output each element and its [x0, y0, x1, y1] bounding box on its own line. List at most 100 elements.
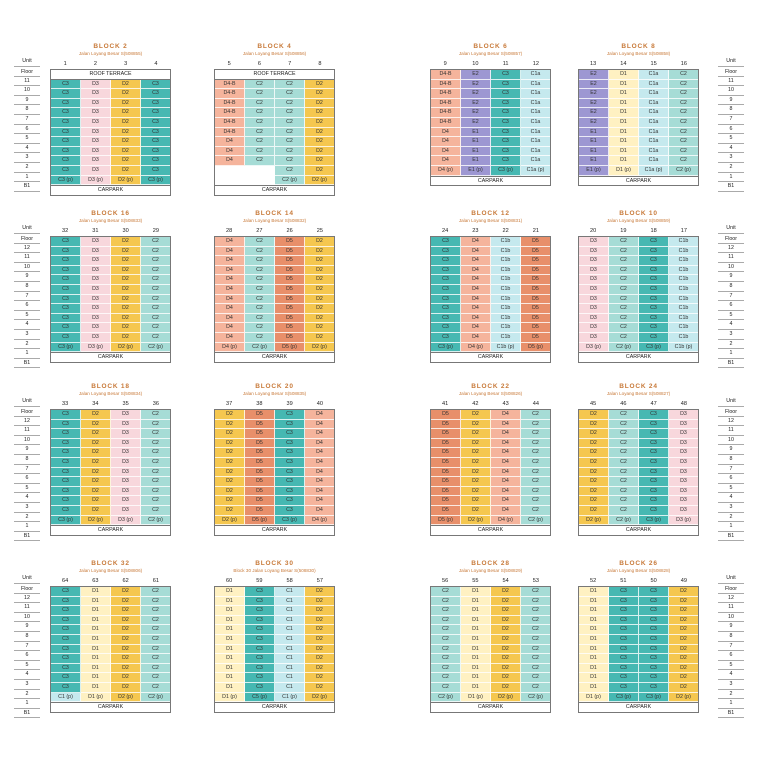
floor-row: C3 D4 C1b D5 — [431, 294, 550, 305]
unit-cell: C1b — [491, 265, 521, 276]
block-address: Block 30 Jalan Loyang Besar S(508830) — [233, 568, 316, 573]
unit-cell: D4 — [215, 304, 245, 314]
floor-row: C3 D2 D3 C2 — [51, 457, 170, 468]
unit-cell: D2 — [305, 156, 334, 166]
unit-cell: E2 — [461, 108, 491, 118]
unit-cell: D1 — [461, 673, 491, 683]
unit-cell: C3 (p) — [51, 515, 81, 526]
unit-cell: C3 — [275, 438, 305, 449]
unit-cell: D4 — [431, 146, 461, 157]
unit-number: 40 — [316, 401, 323, 407]
unit-cell: C2 — [245, 127, 275, 138]
floor-row: D2 C2 C3 D3 — [579, 410, 698, 420]
unit-cell: D5 — [521, 284, 550, 295]
unit-cell: D1 — [461, 625, 491, 635]
unit-cell: C3 — [431, 275, 461, 285]
unit-number: 55 — [472, 578, 479, 584]
unit-cell: D2 (p) — [81, 515, 111, 526]
unit-cell: D5 — [431, 457, 461, 468]
unit-cell: D2 — [305, 294, 334, 305]
unit-grid: D4-B E2 C3 C1a D4-B E2 C3 C1a D4-B E2 C3 C1a D4-B E2 C… — [430, 69, 551, 187]
floor-row: C3 D3 D2 C2 — [51, 256, 170, 266]
floor-number: 8 — [14, 105, 40, 115]
unit-cell: C2 — [669, 117, 698, 128]
unit-cell: D3 — [579, 246, 609, 257]
unit-cell: D4-B — [215, 89, 245, 99]
floor-number: 3 — [14, 330, 40, 340]
unit-cell: D5 — [245, 457, 275, 468]
unit-cell: C2 — [141, 429, 170, 439]
floor-row: D4 C2 D5 D2 — [215, 284, 334, 295]
unit-grid: E2 D1 C1a C2 E2 D1 C1a C2 E2 D1 C1a C2 E2 D1 C1a C2 E2 D1… — [578, 69, 699, 187]
unit-cell: C1b — [669, 332, 698, 343]
unit-cell: C3 — [141, 165, 170, 176]
unit-cell: D3 — [669, 448, 698, 458]
floor-row: D1 C3 C3 D2 — [579, 634, 698, 645]
floor-row: D4 C2 D5 D2 — [215, 246, 334, 257]
floor-row: E2 D1 C1a C2 — [579, 70, 698, 80]
unit-cell: D2 — [669, 654, 698, 664]
unit-cell: D4 — [491, 505, 521, 516]
unit-cell: C3 — [491, 108, 521, 118]
unit-cell: C3 — [639, 448, 669, 458]
floor-row: D3 C2 C3 C1b — [579, 246, 698, 257]
floor-column: Unit Floor 11 10 9 8 7 6 5 4 3 2 1 B1 — [718, 57, 744, 192]
unit-cell: D1 — [609, 70, 639, 80]
unit-cell: D5 — [275, 323, 305, 333]
unit-cell: D1 — [215, 644, 245, 655]
unit-cell: D5 — [521, 237, 550, 247]
floor-number: B1 — [718, 532, 744, 542]
unit-cell: C1a — [521, 146, 550, 157]
floor-column: Unit Floor 12 11 10 9 8 7 6 5 4 3 2 1 B1 — [718, 397, 744, 542]
unit-cell: D1 — [609, 137, 639, 147]
unit-cell: C3 — [639, 237, 669, 247]
unit-number: 23 — [472, 228, 479, 234]
unit-number: 2 — [93, 61, 97, 67]
unit-cell: D4-B — [431, 98, 461, 109]
floor-number: B1 — [14, 532, 40, 542]
unit-cell: E2 — [579, 70, 609, 80]
unit-cell: D3 — [81, 237, 111, 247]
floor-number: 5 — [14, 484, 40, 494]
unit-cell: D5 — [245, 467, 275, 478]
floor-number: 7 — [14, 292, 40, 302]
unit-cell: D3 — [579, 275, 609, 285]
unit-cell: D3 — [81, 98, 111, 109]
unit-cell: C2 — [669, 156, 698, 166]
block-title: BLOCK 6 — [473, 43, 508, 50]
unit-cell: D1 — [215, 682, 245, 693]
unit-cell: C2 — [141, 505, 170, 516]
floor-label: Floor — [718, 584, 744, 594]
unit-cell — [215, 165, 245, 176]
unit-cell: C2 — [141, 419, 170, 430]
unit-cell: E2 — [461, 79, 491, 90]
unit-cell: D5 — [521, 265, 550, 276]
unit-cell: D1 — [215, 663, 245, 674]
unit-cell: C3 — [51, 615, 81, 626]
unit-cell: C3 (p) — [639, 342, 669, 353]
unit-number: 35 — [122, 401, 129, 407]
unit-cell: C2 — [521, 448, 550, 458]
unit-cell: C2 — [245, 137, 275, 147]
unit-cell: C1 — [275, 634, 305, 645]
block-address: Jalan Loyang Besar S(508835) — [242, 391, 307, 396]
unit-number: 33 — [62, 401, 69, 407]
unit-cell: D2 — [111, 644, 141, 655]
floor-number: 11 — [718, 603, 744, 613]
floor-row: D4 C2 D5 D2 — [215, 265, 334, 276]
unit-cell: C3 — [51, 256, 81, 266]
unit-number: 26 — [286, 228, 293, 234]
unit-cell: C2 — [141, 448, 170, 458]
floor-row: C2 D1 D2 C2 — [431, 663, 550, 674]
unit-number: 42 — [472, 401, 479, 407]
block-6: BLOCK 6 Jalan Loyang Besar S(508857) 9 10 11… — [430, 43, 551, 187]
unit-cell: D2 — [491, 634, 521, 645]
unit-cell: E1 — [579, 156, 609, 166]
unit-cell: D5 — [431, 467, 461, 478]
unit-cell: C3 — [639, 419, 669, 430]
unit-cell: D4 — [461, 284, 491, 295]
unit-cell: D3 — [669, 496, 698, 506]
unit-cell: C3 — [639, 429, 669, 439]
unit-label: Unit — [718, 397, 744, 407]
unit-cell: D2 — [111, 79, 141, 90]
